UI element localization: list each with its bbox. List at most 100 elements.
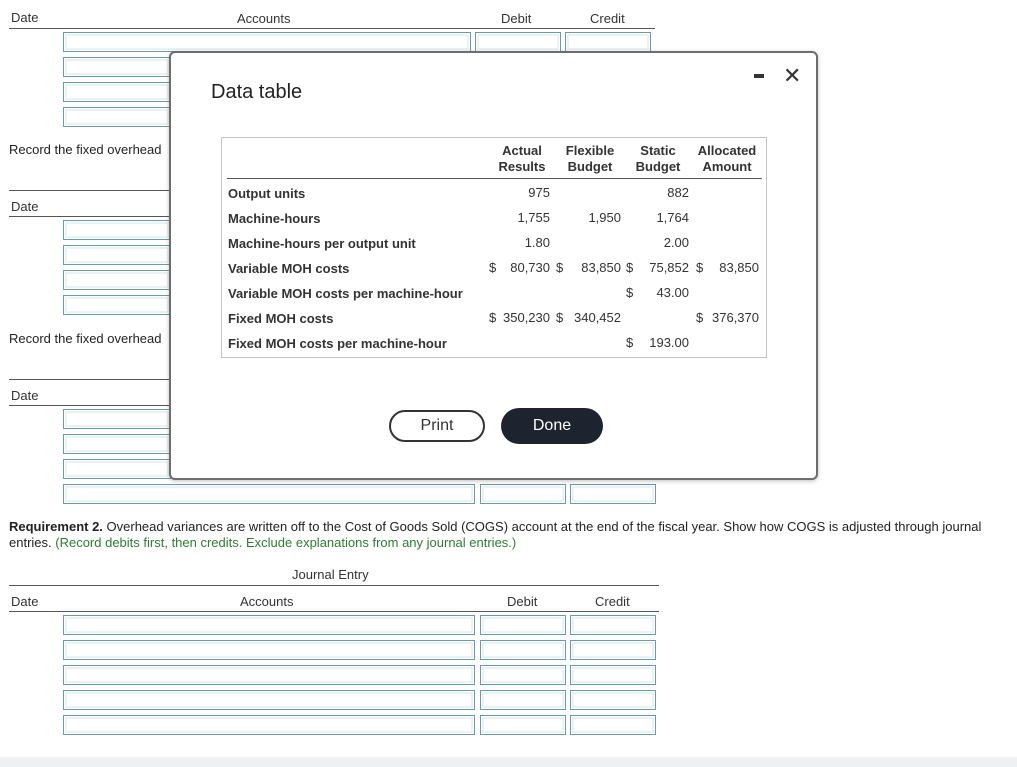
header-flexible-line1: Flexible: [565, 143, 615, 158]
journal-debit-input-1[interactable]: [480, 615, 566, 635]
journal-credit-input-2[interactable]: [570, 640, 656, 660]
mid2-header-line: [9, 405, 169, 406]
mid1-header-line: [9, 216, 169, 217]
row-machine-hours-flexible: 1,950: [588, 210, 621, 225]
header-actual-line2: Results: [498, 159, 546, 174]
header-allocated-line2: Amount: [702, 159, 752, 174]
row-machine-hours-static: 1,764: [656, 210, 689, 225]
mid1-account-input-4[interactable]: [63, 295, 171, 315]
journal-col-date: Date: [11, 594, 39, 609]
row-variable-moh-per-mh-static: 43.00: [656, 285, 689, 300]
mid1-account-input-3[interactable]: [63, 270, 171, 290]
row-output-units-static: 882: [667, 185, 689, 200]
journal-debit-input-5[interactable]: [480, 715, 566, 735]
row-output-units-actual: 975: [528, 185, 550, 200]
header-static-line2: Budget: [635, 159, 681, 174]
journal-credit-input-3[interactable]: [570, 665, 656, 685]
journal-account-input-3[interactable]: [63, 665, 475, 685]
journal-title: Journal Entry: [292, 567, 369, 582]
mid1-col-date: Date: [11, 199, 39, 214]
currency-symbol: $: [626, 285, 634, 300]
currency-symbol: $: [556, 260, 564, 275]
journal-credit-input-1[interactable]: [570, 615, 656, 635]
header-flexible-budget: Flexible Budget: [560, 143, 620, 175]
top-debit-input-1[interactable]: [475, 32, 561, 52]
row-mh-per-unit-label: Machine-hours per output unit: [228, 236, 416, 251]
mid2-debit-input-4[interactable]: [480, 484, 566, 504]
mid1-account-input-2[interactable]: [63, 245, 171, 265]
journal-header-line: [9, 611, 659, 612]
requirement-2-text: Requirement 2. Overhead variances are wr…: [9, 519, 999, 551]
data-table-modal: Data table ✕ Actual Results Flexible Bud…: [169, 51, 818, 480]
row-fixed-moh-label: Fixed MOH costs: [228, 311, 334, 326]
requirement-hint: (Record debits first, then credits. Excl…: [55, 535, 517, 550]
journal-debit-input-3[interactable]: [480, 665, 566, 685]
header-allocated-amount: Allocated Amount: [692, 143, 762, 175]
requirement-label: Requirement 2.: [9, 519, 103, 534]
currency-symbol: $: [696, 310, 704, 325]
top-col-debit: Debit: [501, 11, 532, 26]
top-col-accounts: Accounts: [237, 11, 291, 26]
row-variable-moh-per-mh-label: Variable MOH costs per machine-hour: [228, 286, 463, 301]
header-static-budget: Static Budget: [628, 143, 688, 175]
row-fixed-moh-per-mh-label: Fixed MOH costs per machine-hour: [228, 336, 447, 351]
top-header-line: [9, 28, 655, 29]
top-account-input-2[interactable]: [63, 57, 171, 77]
mid1-account-input-1[interactable]: [63, 220, 171, 240]
top-credit-input-1[interactable]: [565, 32, 651, 52]
currency-symbol: $: [696, 260, 704, 275]
header-flexible-line2: Budget: [567, 159, 613, 174]
row-variable-moh-flexible: 83,850: [581, 260, 621, 275]
row-fixed-moh-per-mh-static: 193.00: [649, 335, 689, 350]
mid1-instruction: Record the fixed overhead: [9, 142, 162, 157]
row-machine-hours-label: Machine-hours: [228, 211, 321, 226]
mid2-account-input-1[interactable]: [63, 409, 171, 429]
journal-account-input-4[interactable]: [63, 690, 475, 710]
bottom-bar: [0, 757, 1017, 767]
mid2-account-input-3[interactable]: [63, 459, 171, 479]
currency-symbol: $: [626, 335, 634, 350]
journal-debit-input-2[interactable]: [480, 640, 566, 660]
row-variable-moh-label: Variable MOH costs: [228, 261, 350, 276]
modal-title: Data table: [211, 81, 303, 103]
mid2-account-input-2[interactable]: [63, 434, 171, 454]
row-variable-moh-allocated: 83,850: [719, 260, 759, 275]
top-col-credit: Credit: [590, 11, 625, 26]
mid2-credit-input-4[interactable]: [570, 484, 656, 504]
header-actual-results: Actual Results: [492, 143, 552, 175]
minimize-icon[interactable]: [754, 74, 764, 78]
journal-credit-input-4[interactable]: [570, 690, 656, 710]
header-static-line1: Static: [640, 143, 676, 158]
journal-account-input-2[interactable]: [63, 640, 475, 660]
journal-account-input-5[interactable]: [63, 715, 475, 735]
currency-symbol: $: [489, 260, 497, 275]
row-mh-per-unit-actual: 1.80: [524, 235, 550, 250]
journal-debit-input-4[interactable]: [480, 690, 566, 710]
data-table: Actual Results Flexible Budget Static Bu…: [221, 137, 767, 358]
table-header-line: [227, 178, 762, 179]
requirement-body: Overhead variances are written off to th…: [9, 519, 982, 550]
top-account-input-4[interactable]: [63, 107, 171, 127]
journal-account-input-1[interactable]: [63, 615, 475, 635]
row-variable-moh-static: 75,852: [649, 260, 689, 275]
top-account-input-3[interactable]: [63, 82, 171, 102]
close-icon[interactable]: ✕: [783, 63, 802, 88]
row-variable-moh-actual: 80,730: [510, 260, 550, 275]
journal-credit-input-5[interactable]: [570, 715, 656, 735]
mid2-account-input-4[interactable]: [63, 484, 475, 504]
journal-col-accounts: Accounts: [240, 594, 294, 609]
row-fixed-moh-allocated: 376,370: [712, 310, 759, 325]
row-output-units-label: Output units: [228, 186, 306, 201]
mid2-col-date: Date: [11, 388, 39, 403]
row-fixed-moh-flexible: 340,452: [574, 310, 621, 325]
mid1-top-line: [9, 190, 169, 191]
journal-title-line: [9, 585, 659, 586]
row-fixed-moh-actual: 350,230: [503, 310, 550, 325]
currency-symbol: $: [489, 310, 497, 325]
done-button[interactable]: Done: [501, 408, 603, 444]
top-col-date: Date: [11, 10, 39, 25]
row-machine-hours-actual: 1,755: [517, 210, 550, 225]
mid2-top-line: [9, 379, 169, 380]
top-account-input-1[interactable]: [63, 32, 471, 52]
print-button[interactable]: Print: [389, 410, 485, 442]
